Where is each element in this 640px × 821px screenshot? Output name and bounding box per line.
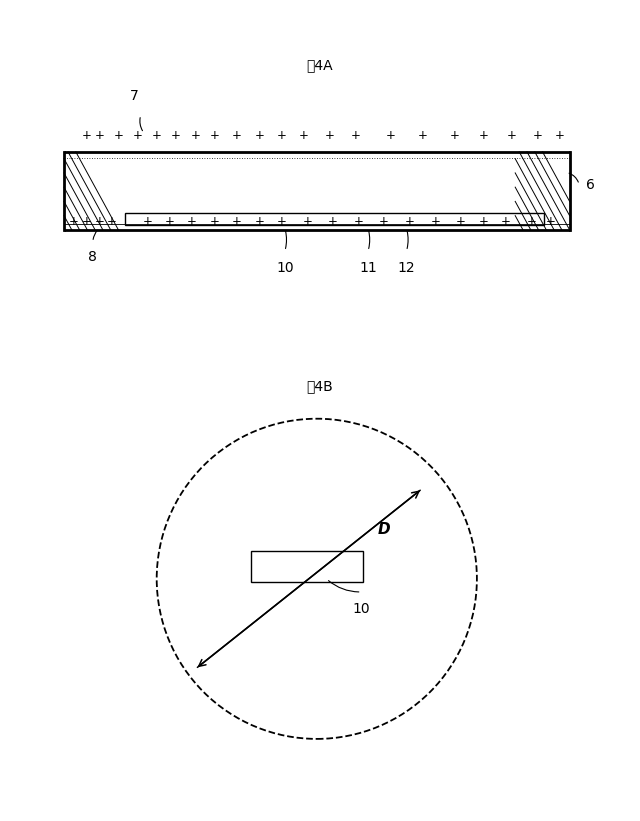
Text: +: + <box>171 129 181 142</box>
Text: +: + <box>152 129 162 142</box>
Text: +: + <box>113 129 124 142</box>
Text: +: + <box>532 129 543 142</box>
Text: +: + <box>190 129 200 142</box>
Text: +: + <box>478 129 488 142</box>
Text: +: + <box>209 215 220 228</box>
Text: +: + <box>500 215 511 228</box>
Text: +: + <box>68 215 79 228</box>
FancyBboxPatch shape <box>251 551 363 582</box>
Text: 11: 11 <box>359 261 377 275</box>
Text: +: + <box>254 129 264 142</box>
Text: +: + <box>276 215 287 228</box>
Text: +: + <box>81 129 92 142</box>
Text: +: + <box>379 215 389 228</box>
Text: +: + <box>302 215 312 228</box>
Text: +: + <box>456 215 466 228</box>
Text: 7: 7 <box>130 89 139 103</box>
Text: +: + <box>94 129 104 142</box>
Text: 10: 10 <box>276 261 294 275</box>
Text: +: + <box>232 129 242 142</box>
Text: +: + <box>449 129 460 142</box>
Text: +: + <box>94 215 104 228</box>
Text: +: + <box>187 215 197 228</box>
Text: +: + <box>430 215 440 228</box>
Text: +: + <box>299 129 309 142</box>
Text: +: + <box>276 129 287 142</box>
Text: +: + <box>555 129 565 142</box>
Text: +: + <box>526 215 536 228</box>
Text: +: + <box>507 129 517 142</box>
Text: 8: 8 <box>88 250 97 264</box>
Text: +: + <box>324 129 335 142</box>
Text: +: + <box>350 129 360 142</box>
Text: +: + <box>404 215 415 228</box>
Text: +: + <box>328 215 338 228</box>
Text: +: + <box>417 129 428 142</box>
Text: +: + <box>107 215 117 228</box>
Text: +: + <box>132 129 143 142</box>
Text: 嘹4A: 嘹4A <box>307 58 333 73</box>
Text: 嘹4B: 嘹4B <box>307 378 333 393</box>
Text: +: + <box>142 215 152 228</box>
Text: D: D <box>378 522 390 537</box>
Text: 12: 12 <box>397 261 415 275</box>
Text: +: + <box>232 215 242 228</box>
Text: +: + <box>385 129 396 142</box>
Text: +: + <box>164 215 175 228</box>
Text: +: + <box>478 215 488 228</box>
Text: 10: 10 <box>353 602 371 616</box>
Text: +: + <box>353 215 364 228</box>
Text: 6: 6 <box>586 177 595 192</box>
Text: +: + <box>545 215 556 228</box>
Text: +: + <box>254 215 264 228</box>
Text: +: + <box>81 215 92 228</box>
Text: +: + <box>209 129 220 142</box>
